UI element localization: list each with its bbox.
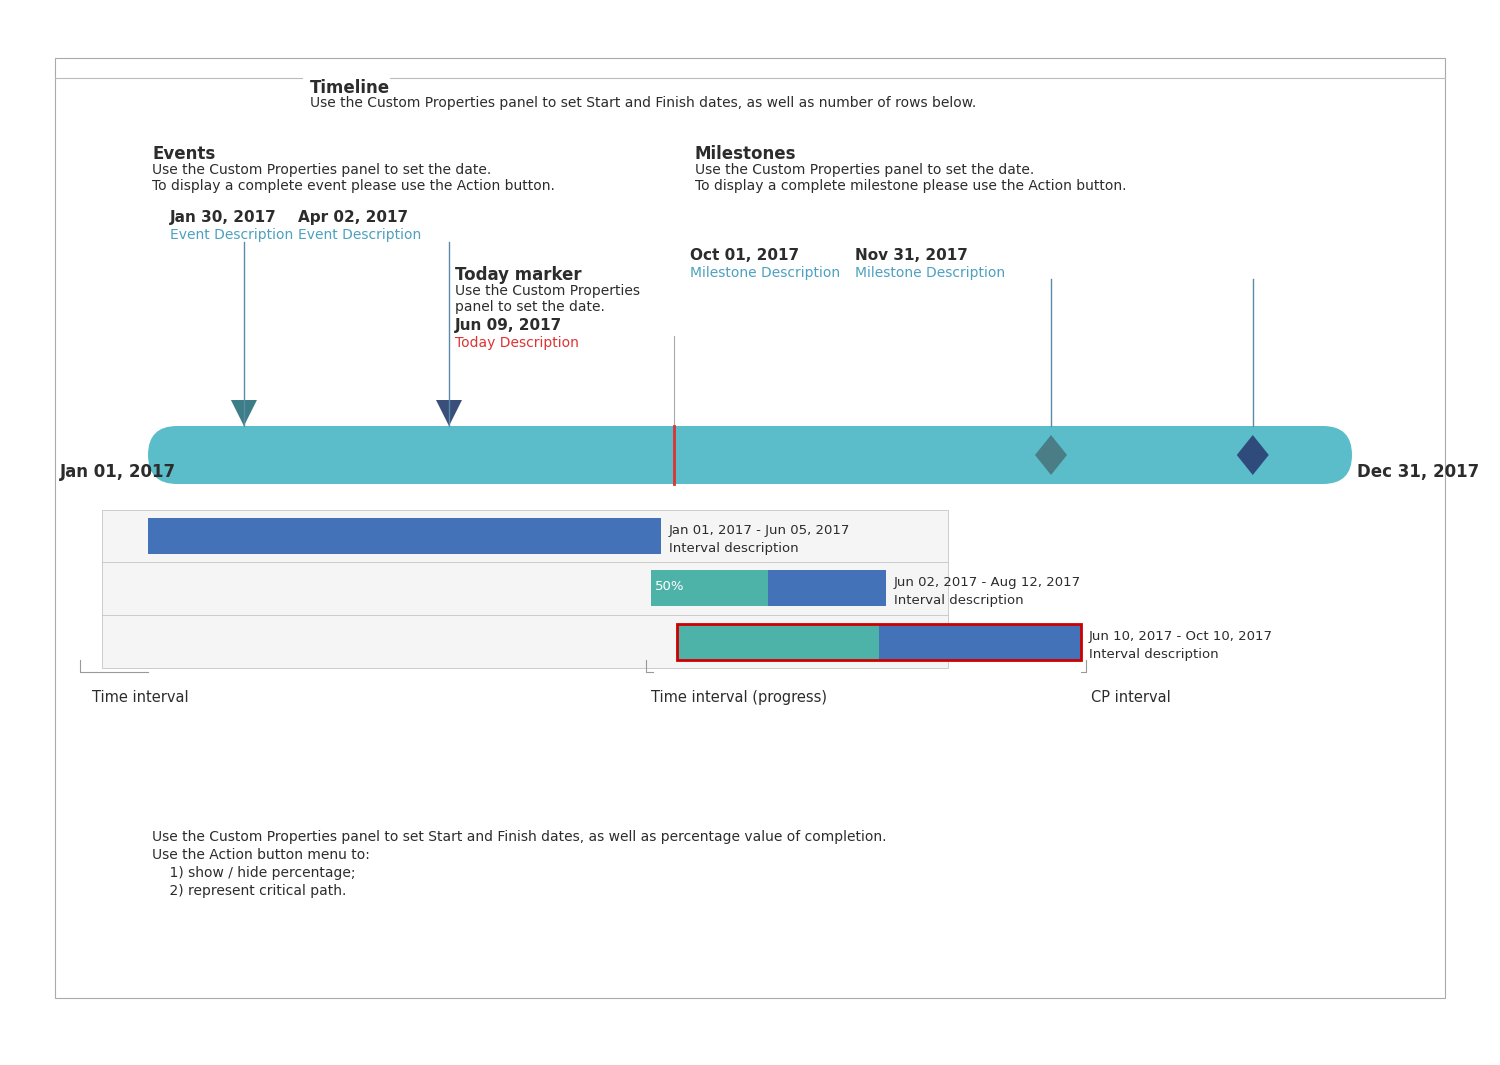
FancyBboxPatch shape bbox=[651, 570, 768, 606]
FancyBboxPatch shape bbox=[676, 624, 879, 660]
Text: Jan 30, 2017: Jan 30, 2017 bbox=[170, 210, 276, 225]
Text: Nov 31, 2017: Nov 31, 2017 bbox=[855, 248, 968, 263]
Text: Oct 01, 2017: Oct 01, 2017 bbox=[690, 248, 800, 263]
Text: Today Description: Today Description bbox=[454, 335, 579, 350]
Polygon shape bbox=[1035, 435, 1066, 475]
Text: Use the Custom Properties panel to set the date.: Use the Custom Properties panel to set t… bbox=[152, 163, 492, 177]
Text: Jun 10, 2017 - Oct 10, 2017: Jun 10, 2017 - Oct 10, 2017 bbox=[1089, 630, 1274, 643]
FancyBboxPatch shape bbox=[148, 426, 1352, 484]
FancyBboxPatch shape bbox=[768, 570, 885, 606]
Text: 2) represent critical path.: 2) represent critical path. bbox=[152, 884, 346, 898]
Polygon shape bbox=[231, 400, 256, 426]
Text: Milestone Description: Milestone Description bbox=[855, 266, 1005, 280]
Text: 1) show / hide percentage;: 1) show / hide percentage; bbox=[152, 866, 356, 880]
Text: Use the Custom Properties: Use the Custom Properties bbox=[454, 284, 640, 298]
Text: Use the Custom Properties panel to set the date.: Use the Custom Properties panel to set t… bbox=[694, 163, 1035, 177]
Text: To display a complete milestone please use the Action button.: To display a complete milestone please u… bbox=[694, 179, 1126, 193]
Text: Time interval: Time interval bbox=[92, 690, 189, 705]
Text: Use the Custom Properties panel to set Start and Finish dates, as well as percen: Use the Custom Properties panel to set S… bbox=[152, 830, 886, 843]
Text: Time interval (progress): Time interval (progress) bbox=[651, 690, 827, 705]
Text: Jun 09, 2017: Jun 09, 2017 bbox=[454, 318, 562, 333]
Text: Timeline: Timeline bbox=[310, 79, 390, 97]
Polygon shape bbox=[436, 400, 462, 426]
Text: Dec 31, 2017: Dec 31, 2017 bbox=[1358, 463, 1479, 481]
Text: Interval description: Interval description bbox=[1089, 648, 1218, 661]
Text: CP interval: CP interval bbox=[1090, 690, 1170, 705]
Text: Apr 02, 2017: Apr 02, 2017 bbox=[298, 210, 408, 225]
FancyBboxPatch shape bbox=[879, 624, 1082, 660]
FancyBboxPatch shape bbox=[102, 510, 948, 668]
Text: 50%: 50% bbox=[656, 580, 684, 593]
Text: Jan 01, 2017: Jan 01, 2017 bbox=[60, 463, 176, 481]
Text: Interval description: Interval description bbox=[669, 542, 798, 555]
Text: Today marker: Today marker bbox=[454, 266, 582, 284]
FancyBboxPatch shape bbox=[148, 518, 660, 554]
Text: Event Description: Event Description bbox=[298, 228, 422, 242]
Text: Jun 02, 2017 - Aug 12, 2017: Jun 02, 2017 - Aug 12, 2017 bbox=[894, 576, 1080, 589]
Text: Milestones: Milestones bbox=[694, 145, 796, 163]
Text: Jan 01, 2017 - Jun 05, 2017: Jan 01, 2017 - Jun 05, 2017 bbox=[669, 524, 850, 537]
Text: Use the Custom Properties panel to set Start and Finish dates, as well as number: Use the Custom Properties panel to set S… bbox=[310, 96, 977, 110]
Text: Use the Action button menu to:: Use the Action button menu to: bbox=[152, 848, 370, 862]
Polygon shape bbox=[1238, 435, 1269, 475]
Text: Event Description: Event Description bbox=[170, 228, 294, 242]
Text: To display a complete event please use the Action button.: To display a complete event please use t… bbox=[152, 179, 555, 193]
Text: Milestone Description: Milestone Description bbox=[690, 266, 840, 280]
Text: panel to set the date.: panel to set the date. bbox=[454, 300, 604, 314]
Text: Events: Events bbox=[152, 145, 216, 163]
Text: Interval description: Interval description bbox=[894, 594, 1023, 607]
